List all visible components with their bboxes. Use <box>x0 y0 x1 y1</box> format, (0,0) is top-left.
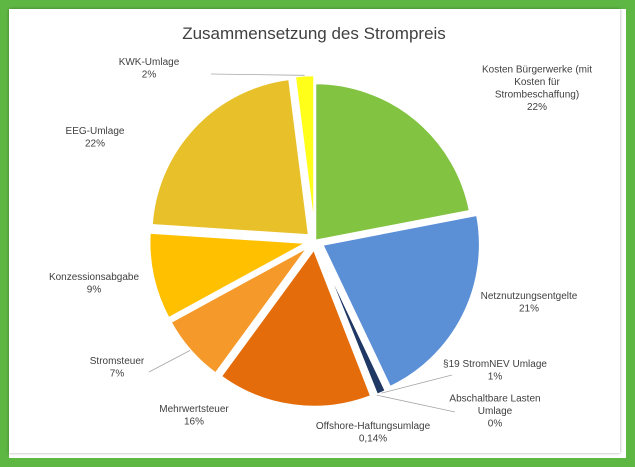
pie-slice-konzessionsabgabe <box>147 231 309 320</box>
slice-labels: Kosten Bürgerwerke (mit Kosten für Strombe… <box>49 57 592 445</box>
slice-label-kosten-buergerwerke-mit-kosten-fuer-strombeschaffung: Kosten Bürgerwerke (mit Kosten für Strombe… <box>482 64 592 113</box>
leader-line-kwk-umlage <box>210 73 305 76</box>
slice-label-eeg-umlage: EEG-Umlage 22% <box>66 126 125 150</box>
pie-slice-offshore-haftungsumlage <box>316 247 378 397</box>
pie-chart: Zusammensetzung des Strompreis Kosten Bü… <box>49 24 592 445</box>
chart-area: Zusammensetzung des Strompreis Kosten Bü… <box>9 9 620 453</box>
pie-slice-mehrwertsteuer <box>219 247 373 409</box>
slice-label-mehrwertsteuer: Mehrwertsteuer 16% <box>159 404 229 428</box>
slice-label-19-stromnev-umlage: §19 StromNEV Umlage 1% <box>443 359 547 383</box>
chart-title: Zusammensetzung des Strompreis <box>182 24 446 43</box>
slice-label-stromsteuer: Stromsteuer 7% <box>90 356 145 380</box>
leader-line-stromsteuer <box>148 350 191 373</box>
leader-lines <box>148 73 456 413</box>
slice-label-netznutzungsentgelte: Netznutzungsentgelte 21% <box>481 291 578 315</box>
slice-label-konzessionsabgabe: Konzessionsabgabe 9% <box>49 272 140 296</box>
slice-label-abschaltbare-lasten-umlage: Abschaltbare Lasten Umlage 0% <box>449 394 540 430</box>
leader-line-abschaltbare-lasten-umlage <box>376 394 456 413</box>
pie-slice-netznutzungsentgelte <box>320 213 482 389</box>
slice-label-kwk-umlage: KWK-Umlage 2% <box>119 57 180 81</box>
pie-slice-stromsteuer <box>169 245 311 376</box>
slice-label-offshore-haftungsumlage: Offshore-Haftungsumlage 0,14% <box>316 421 431 445</box>
pie-slice-kosten-buergerwerke-mit-kosten-fuer-strombeschaffung <box>313 81 472 243</box>
pie-slices <box>147 73 482 409</box>
leader-line-19-stromnev-umlage <box>381 374 453 394</box>
pie-slice-eeg-umlage <box>150 77 311 237</box>
